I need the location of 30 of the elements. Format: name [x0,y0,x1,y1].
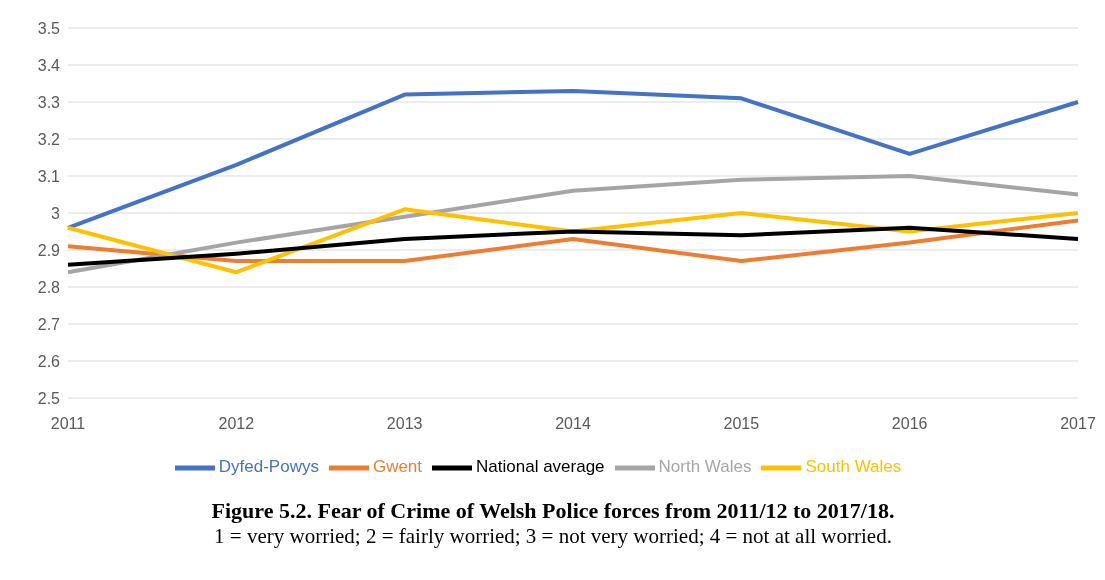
y-tick-label: 2.5 [37,389,61,407]
y-tick-label: 3 [51,204,61,222]
line-series [66,88,1080,230]
x-tick-label: 2012 [218,415,255,433]
y-tick-label: 2.8 [37,278,61,296]
legend-label: Dyfed-Powys [218,457,319,477]
line-series [66,225,1080,267]
y-tick-label: 3.5 [37,19,61,37]
x-tick-label: 2015 [723,415,760,433]
legend-label: Gwent [372,457,423,477]
x-tick-label: 2013 [386,415,423,433]
legend-label: North Wales [658,457,752,477]
line-series [66,174,1080,275]
y-tick-label: 2.7 [37,315,61,333]
y-tick-label: 3.2 [37,130,61,148]
y-tick-label: 2.6 [37,352,61,370]
line-series [66,218,1080,264]
legend-label: National average [476,457,605,477]
x-tick-label: 2011 [50,415,86,433]
line-series [66,207,1080,275]
text: 1 = very worried; 2 = fairly worried; 3 = not very worried; 4 = not at all worried. [213,524,893,549]
legend-label: South Wales [805,457,902,477]
y-tick-label: 2.9 [37,241,61,259]
y-tick-label: 3.3 [37,93,61,111]
x-tick-label: 2014 [555,415,591,433]
x-tick-label: 2016 [891,415,928,433]
x-tick-label: 2017 [1060,415,1096,433]
text: Figure 5.2. Fear of Crime of Welsh Police forces from 2011/12 to 2017/18. [210,498,896,524]
y-tick-label: 3.4 [37,56,61,74]
y-tick-label: 3.1 [37,167,61,185]
